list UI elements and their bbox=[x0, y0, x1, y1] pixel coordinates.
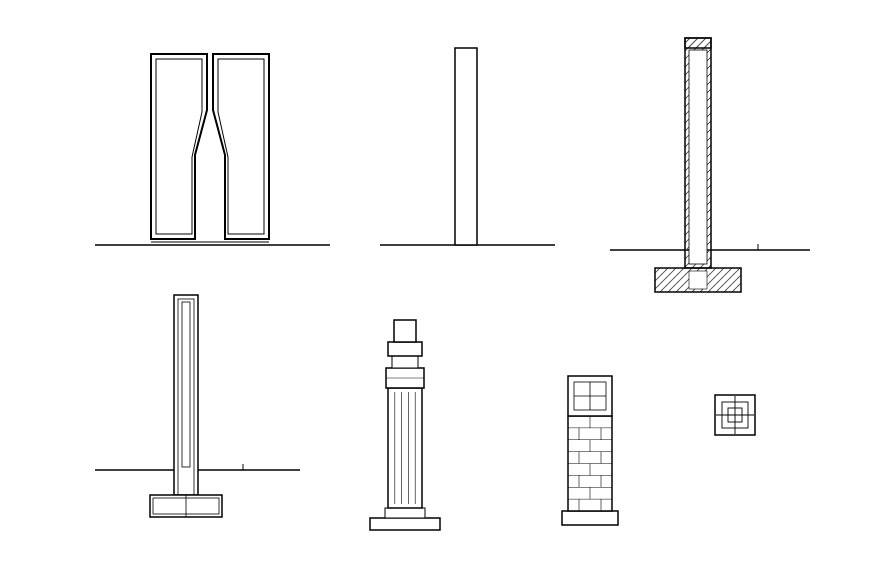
hatched-pillar-section-1 bbox=[610, 38, 810, 292]
plain-pillar-elevation bbox=[380, 48, 555, 245]
pillar-plan-symbol bbox=[715, 395, 755, 435]
brick-pillar-elevation bbox=[562, 376, 618, 525]
hatched-pillar-section-2 bbox=[95, 295, 300, 517]
bollard-elevation bbox=[370, 320, 440, 530]
cad-drawing-canvas bbox=[0, 0, 879, 583]
double-door-elevation bbox=[95, 54, 330, 245]
